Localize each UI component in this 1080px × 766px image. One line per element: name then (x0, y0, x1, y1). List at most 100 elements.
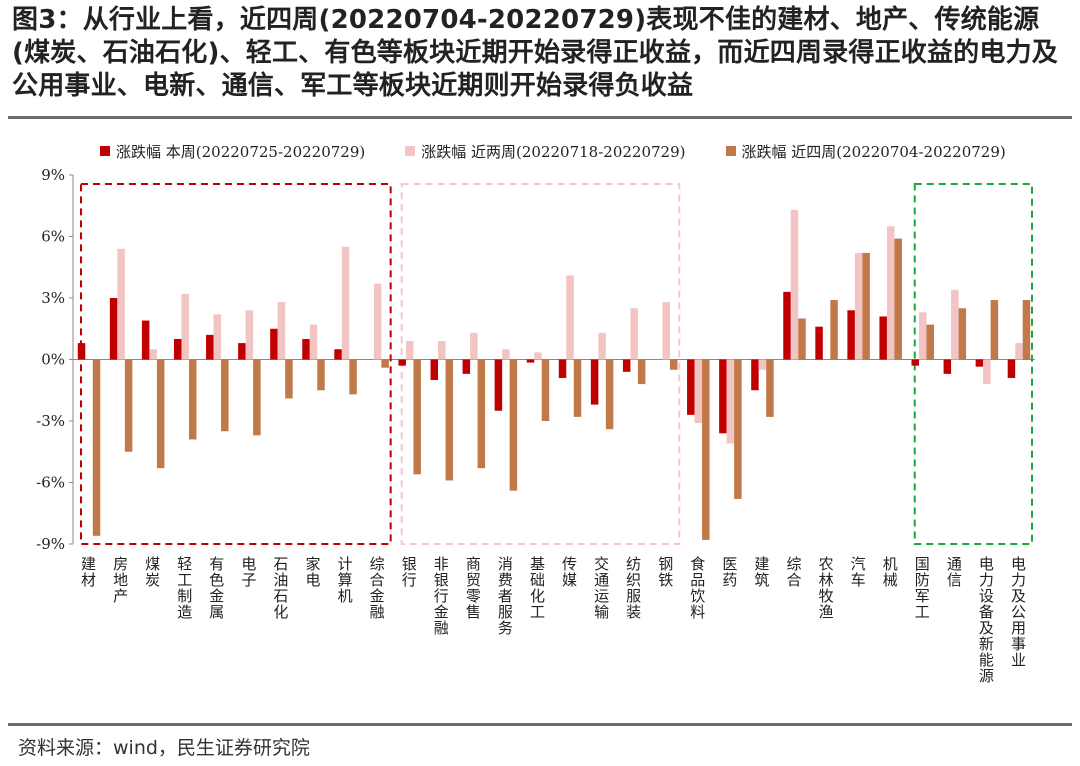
bar-four-weeks (1022, 300, 1031, 360)
bar-two-weeks (117, 248, 125, 360)
bar-week (590, 359, 599, 405)
bar-two-weeks (373, 283, 382, 360)
bar-two-weeks (309, 324, 318, 360)
bar-four-weeks (637, 359, 646, 385)
x-tick-label: 房地产 (111, 556, 129, 604)
bar-four-weeks (862, 252, 870, 360)
bar-four-weeks (926, 324, 935, 360)
bar-week (173, 339, 182, 360)
bar-four-weeks (830, 300, 838, 360)
bar-two-weeks (213, 314, 222, 360)
bar-two-weeks (566, 275, 574, 360)
bar-week (1007, 359, 1016, 378)
bar-four-weeks (221, 359, 229, 432)
x-tick-label: 消费者服务 (496, 556, 514, 636)
bar-week (751, 359, 759, 391)
legend-swatch-week (100, 146, 110, 156)
bar-two-weeks (790, 209, 799, 360)
bar-week (847, 310, 855, 360)
x-tick-label: 银行 (400, 556, 418, 588)
bar-two-weeks (983, 359, 991, 385)
source-note: 资料来源：wind，民生证券研究院 (18, 737, 310, 759)
x-tick-label: 非银行金融 (432, 556, 450, 636)
bar-two-weeks (854, 252, 863, 360)
x-tick-label: 石油石化 (271, 556, 289, 620)
bar-week (141, 320, 150, 360)
legend-label-week: 涨跌幅 本周(20220725-20220729) (116, 142, 366, 161)
bar-four-weeks (702, 359, 710, 540)
x-tick-label: 机械 (881, 556, 899, 588)
bar-four-weeks (509, 359, 518, 491)
bar-week (494, 359, 503, 411)
bar-week (558, 359, 567, 378)
x-tick-label: 通信 (945, 556, 963, 588)
x-tick-label: 食品饮料 (688, 556, 706, 620)
y-tick-label: 3% (41, 289, 65, 307)
x-tick-label: 综合 (785, 556, 803, 588)
bar-week (334, 349, 342, 360)
legend-swatch-four-weeks (725, 146, 736, 156)
bar-week (206, 334, 214, 360)
bar-four-weeks (124, 359, 133, 452)
bar-four-weeks (605, 359, 614, 430)
x-tick-label: 交通运输 (592, 555, 610, 620)
x-tick-label: 电力及公用事业 (1009, 556, 1027, 668)
bar-two-weeks (245, 310, 254, 360)
bar-four-weeks (285, 359, 293, 399)
bar-four-weeks (990, 300, 999, 360)
bar-four-weeks (894, 238, 902, 360)
bar-four-weeks (156, 359, 165, 469)
x-tick-label: 轻工制造 (175, 556, 193, 620)
bar-two-weeks (149, 349, 157, 360)
bar-two-weeks (470, 332, 478, 360)
bar-two-weeks (951, 289, 959, 360)
bar-week (879, 316, 887, 360)
bar-week (109, 298, 118, 360)
bar-week (622, 359, 631, 372)
highlight-box-pink (400, 183, 681, 545)
bar-two-weeks (438, 341, 446, 360)
bar-four-weeks (477, 359, 486, 469)
bar-four-weeks (188, 359, 197, 440)
top-divider (8, 116, 1072, 119)
bar-week (911, 359, 920, 366)
bar-four-weeks (92, 359, 101, 536)
x-tick-label: 电力设备及新能源 (977, 556, 995, 684)
y-tick-label: 6% (41, 228, 65, 246)
y-tick-label: 0% (41, 351, 65, 369)
x-tick-label: 综合金融 (368, 556, 386, 620)
bar-two-weeks (277, 302, 286, 360)
y-tick-label: -6% (36, 474, 65, 492)
x-tick-label: 商贸零售 (464, 556, 482, 620)
bar-two-weeks (630, 308, 638, 360)
x-tick-label: 电子 (239, 556, 257, 588)
legend-label-two-weeks: 涨跌幅 近两周(20220718-20220729) (421, 142, 686, 161)
bar-week (687, 359, 695, 415)
bar-four-weeks (798, 318, 806, 360)
x-tick-label: 国防军工 (913, 556, 931, 620)
bar-four-weeks (958, 308, 967, 360)
bar-week (77, 343, 86, 360)
x-tick-label: 有色金属 (207, 556, 225, 620)
bar-four-weeks (541, 359, 550, 421)
bar-week (719, 359, 727, 434)
bar-week (526, 359, 535, 363)
bar-four-weeks (253, 359, 261, 436)
bar-two-weeks (726, 359, 735, 444)
chart-legend: 涨跌幅 本周(20220725-20220729) 涨跌幅 近两周(202207… (100, 141, 1006, 161)
x-tick-label: 建筑 (752, 556, 770, 588)
y-tick-label: 9% (41, 166, 65, 184)
bar-week (815, 326, 823, 360)
y-tick-label: -3% (36, 412, 65, 430)
bar-two-weeks (181, 293, 189, 360)
legend-item-two-weeks: 涨跌幅 近两周(20220718-20220729) (405, 141, 686, 161)
bar-two-weeks (341, 246, 350, 360)
bar-four-weeks (317, 359, 325, 391)
bar-four-weeks (734, 359, 742, 499)
x-tick-label: 基础化工 (528, 556, 546, 620)
x-tick-label: 家电 (304, 556, 322, 588)
x-tick-label: 农林牧渔 (817, 556, 835, 620)
x-tick-label: 建材 (79, 556, 97, 588)
bar-two-weeks (534, 352, 542, 360)
legend-swatch-two-weeks (405, 146, 416, 156)
